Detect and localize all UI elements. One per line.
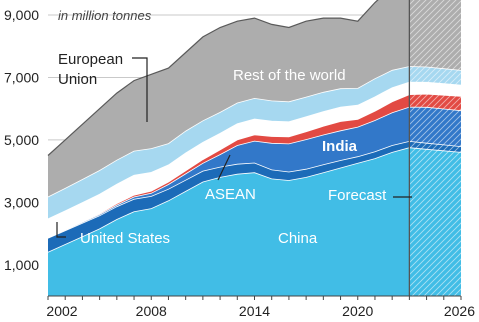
area-boundary-line — [47, 81, 462, 220]
x-tick-label: 2014 — [239, 303, 270, 319]
area-china — [48, 147, 461, 296]
y-tick-label: 3,000 — [4, 194, 39, 210]
label-european-union-line1: European — [58, 51, 123, 68]
x-tick-label: 2002 — [46, 303, 77, 319]
us-leader-line — [56, 222, 66, 238]
area-boundary-line — [47, 147, 462, 253]
unit-label: in million tonnes — [58, 8, 152, 23]
area-rest-of-the-world — [48, 0, 461, 197]
eu-leader-line — [132, 57, 148, 122]
y-tick-label: 9,000 — [4, 7, 39, 23]
x-tick-label: 2026 — [444, 303, 475, 319]
label-india: India — [322, 138, 358, 155]
x-tick-label: 2008 — [136, 303, 167, 319]
area-european-union — [48, 66, 461, 219]
y-tick-label: 1,000 — [4, 257, 39, 273]
y-tick-label: 5,000 — [4, 132, 39, 148]
asean-leader-line — [217, 154, 231, 181]
area-layers — [47, 0, 462, 296]
area-boundary-line — [47, 0, 379, 156]
x-axis: 2002 2008 2014 2020 2026 — [46, 296, 475, 319]
label-rest-of-world: Rest of the world — [233, 67, 346, 84]
area-boundary-line — [47, 93, 462, 238]
y-tick-label: 7,000 — [4, 69, 39, 85]
area-boundary-line — [47, 140, 462, 239]
label-china: China — [278, 230, 318, 247]
forecast-hatch-overlay — [409, 0, 461, 297]
label-forecast: Forecast — [328, 187, 387, 204]
label-united-states: United States — [80, 230, 170, 247]
label-asean: ASEAN — [205, 186, 256, 203]
y-axis: 1,000 3,000 5,000 7,000 9,000 — [4, 7, 39, 273]
area-boundary-line — [47, 106, 462, 239]
area-asean — [48, 107, 461, 239]
label-european-union-line2: Union — [58, 71, 97, 88]
annotation-leaders — [56, 57, 412, 238]
x-tick-label: 2020 — [342, 303, 373, 319]
area-united-states — [48, 141, 461, 253]
area-boundary-line — [47, 66, 462, 198]
